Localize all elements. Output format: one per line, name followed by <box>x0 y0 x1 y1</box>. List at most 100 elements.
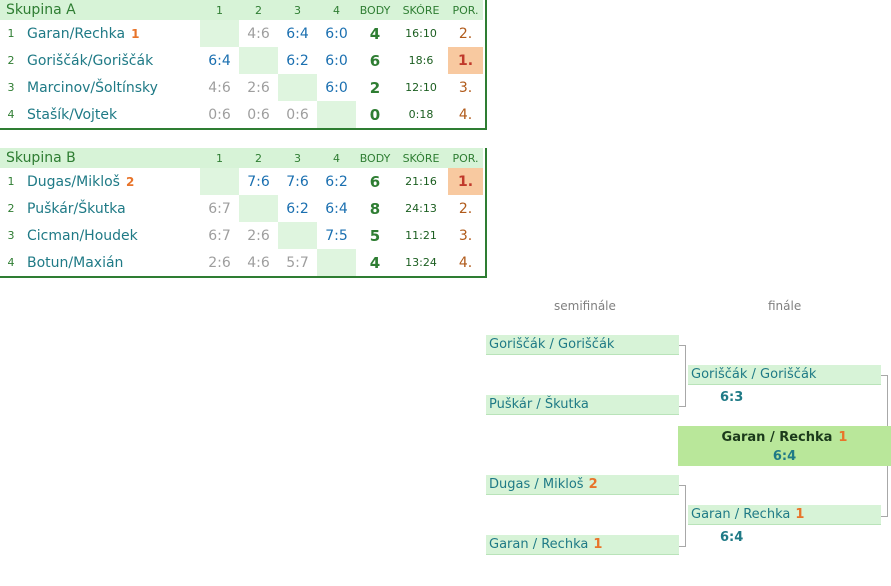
match-result: 7:5 <box>325 227 348 244</box>
col-header-2: 2 <box>239 0 279 20</box>
team-name[interactable]: Stašík/Vojtek <box>22 101 200 128</box>
match-result: 0:6 <box>286 106 309 123</box>
score: 24:13 <box>405 202 437 215</box>
match-result: 6:0 <box>325 25 348 42</box>
group-a-header: Skupina A 1 2 3 4 BODY SKÓRE POR. <box>0 0 484 20</box>
team-name-text: Cicman/Houdek <box>27 227 138 244</box>
row-number: 2 <box>7 202 15 215</box>
match-result: 4:6 <box>247 25 270 42</box>
team-name-text: Goriščák/Goriščák <box>27 52 154 69</box>
table-row: 2 Goriščák/Goriščák 6:4 6:2 6:0 6 18:6 1… <box>0 47 484 74</box>
bracket-slot-sf2-bottom[interactable]: Garan / Rechka 1 <box>486 535 679 555</box>
bracket-team-name: Goriščák / Goriščák <box>489 337 615 352</box>
round-header-semifinals: semifinále <box>554 299 616 313</box>
match-cell-self <box>317 249 357 276</box>
match-result: 0:6 <box>247 106 270 123</box>
match-result: 2:6 <box>208 254 231 271</box>
match-cell-self <box>317 101 357 128</box>
points: 5 <box>369 226 381 245</box>
team-name-text: Stašík/Vojtek <box>27 106 118 123</box>
team-name[interactable]: Dugas/Mikloš 2 <box>22 168 200 195</box>
position: 3. <box>458 227 473 244</box>
team-name[interactable]: Puškár/Škutka <box>22 195 200 222</box>
final-score: 6:4 <box>772 449 797 464</box>
match-result: 6:2 <box>286 52 309 69</box>
group-b-title: Skupina B <box>0 148 201 168</box>
table-row: 4 Botun/Maxián 2:6 4:6 5:7 4 13:24 4. <box>0 249 483 276</box>
champion-box[interactable]: Garan / Rechka 1 6:4 <box>678 426 891 466</box>
col-header-score: SKÓRE <box>394 0 449 20</box>
match-cell-self <box>239 47 279 74</box>
points: 8 <box>369 199 381 218</box>
row-number: 2 <box>7 54 15 67</box>
row-number: 3 <box>7 229 15 242</box>
bracket-slot-sf1-winner[interactable]: Goriščák / Goriščák <box>688 365 881 385</box>
score: 11:21 <box>405 229 437 242</box>
bracket-slot-sf2-top[interactable]: Dugas / Mikloš 2 <box>486 475 679 495</box>
table-row: 1 Dugas/Mikloš 2 7:6 7:6 6:2 6 21:16 1. <box>0 168 484 195</box>
match-result: 6:4 <box>286 25 309 42</box>
col-header-points: BODY <box>356 148 395 168</box>
team-name[interactable]: Garan/Rechka 1 <box>22 20 200 47</box>
team-name[interactable]: Goriščák/Goriščák <box>22 47 200 74</box>
match-cell-self <box>239 195 279 222</box>
score: 21:16 <box>405 175 437 188</box>
match-result: 2:6 <box>247 227 270 244</box>
row-number: 1 <box>7 175 15 188</box>
position: 1. <box>448 168 484 195</box>
bracket-team-name: Puškár / Škutka <box>489 397 589 412</box>
col-header-1: 1 <box>200 148 240 168</box>
team-name-text: Marcinov/Šoltínsky <box>27 79 158 96</box>
score: 18:6 <box>408 54 434 67</box>
bracket-slot-sf2-winner[interactable]: Garan / Rechka 1 <box>688 505 881 525</box>
col-header-position: POR. <box>448 0 484 20</box>
table-row: 3 Cicman/Houdek 6:7 2:6 7:5 5 11:21 3. <box>0 222 483 249</box>
team-name[interactable]: Botun/Maxián <box>22 249 200 276</box>
match-result: 6:7 <box>208 200 231 217</box>
position: 2. <box>458 25 473 42</box>
points: 6 <box>369 51 381 70</box>
match-result: 6:2 <box>325 173 348 190</box>
group-a-table-wrapper: Skupina A 1 2 3 4 BODY SKÓRE POR. 1 Gara… <box>0 0 487 130</box>
seed-badge: 2 <box>588 477 598 492</box>
group-a-table: Skupina A 1 2 3 4 BODY SKÓRE POR. 1 Gara… <box>0 0 484 128</box>
table-row: 2 Puškár/Škutka 6:7 6:2 6:4 8 24:13 2. <box>0 195 483 222</box>
col-header-position: POR. <box>448 148 484 168</box>
points: 0 <box>369 105 381 124</box>
seed-badge: 2 <box>125 174 135 189</box>
seed-badge: 1 <box>795 507 805 522</box>
group-b-table-wrapper: Skupina B 1 2 3 4 BODY SKÓRE POR. 1 Duga… <box>0 148 487 278</box>
match-result: 6:2 <box>286 200 309 217</box>
match-score: 6:3 <box>720 390 744 405</box>
team-name[interactable]: Cicman/Houdek <box>22 222 200 249</box>
col-header-1: 1 <box>200 0 240 20</box>
score: 12:10 <box>405 81 437 94</box>
bracket-team-name: Garan / Rechka <box>489 537 589 552</box>
table-row: 1 Garan/Rechka 1 4:6 6:4 6:0 4 16:10 2. <box>0 20 483 47</box>
bracket-team-name: Dugas / Mikloš <box>489 477 584 492</box>
col-header-points: BODY <box>356 0 395 20</box>
match-result: 6:4 <box>208 52 231 69</box>
bracket-team-name: Garan / Rechka <box>691 507 791 522</box>
match-result: 6:0 <box>325 79 348 96</box>
position: 4. <box>458 106 473 123</box>
points: 4 <box>369 24 381 43</box>
team-name-text: Garan/Rechka <box>27 25 126 42</box>
group-a-title: Skupina A <box>0 0 201 20</box>
champion-team: Garan / Rechka <box>721 430 833 445</box>
match-result: 7:6 <box>286 173 309 190</box>
match-result: 0:6 <box>208 106 231 123</box>
bracket-slot-sf1-top[interactable]: Goriščák / Goriščák <box>486 335 679 355</box>
group-b-header: Skupina B 1 2 3 4 BODY SKÓRE POR. <box>0 148 484 168</box>
col-header-3: 3 <box>278 148 318 168</box>
match-result: 6:4 <box>325 200 348 217</box>
row-number: 4 <box>7 108 15 121</box>
team-name[interactable]: Marcinov/Šoltínsky <box>22 74 200 101</box>
seed-badge: 1 <box>131 26 140 41</box>
match-result: 6:7 <box>208 227 231 244</box>
match-cell-self <box>278 74 318 101</box>
group-b-table: Skupina B 1 2 3 4 BODY SKÓRE POR. 1 Duga… <box>0 148 484 276</box>
col-header-2: 2 <box>239 148 279 168</box>
score: 16:10 <box>405 27 437 40</box>
bracket-slot-sf1-bottom[interactable]: Puškár / Škutka <box>486 395 679 415</box>
